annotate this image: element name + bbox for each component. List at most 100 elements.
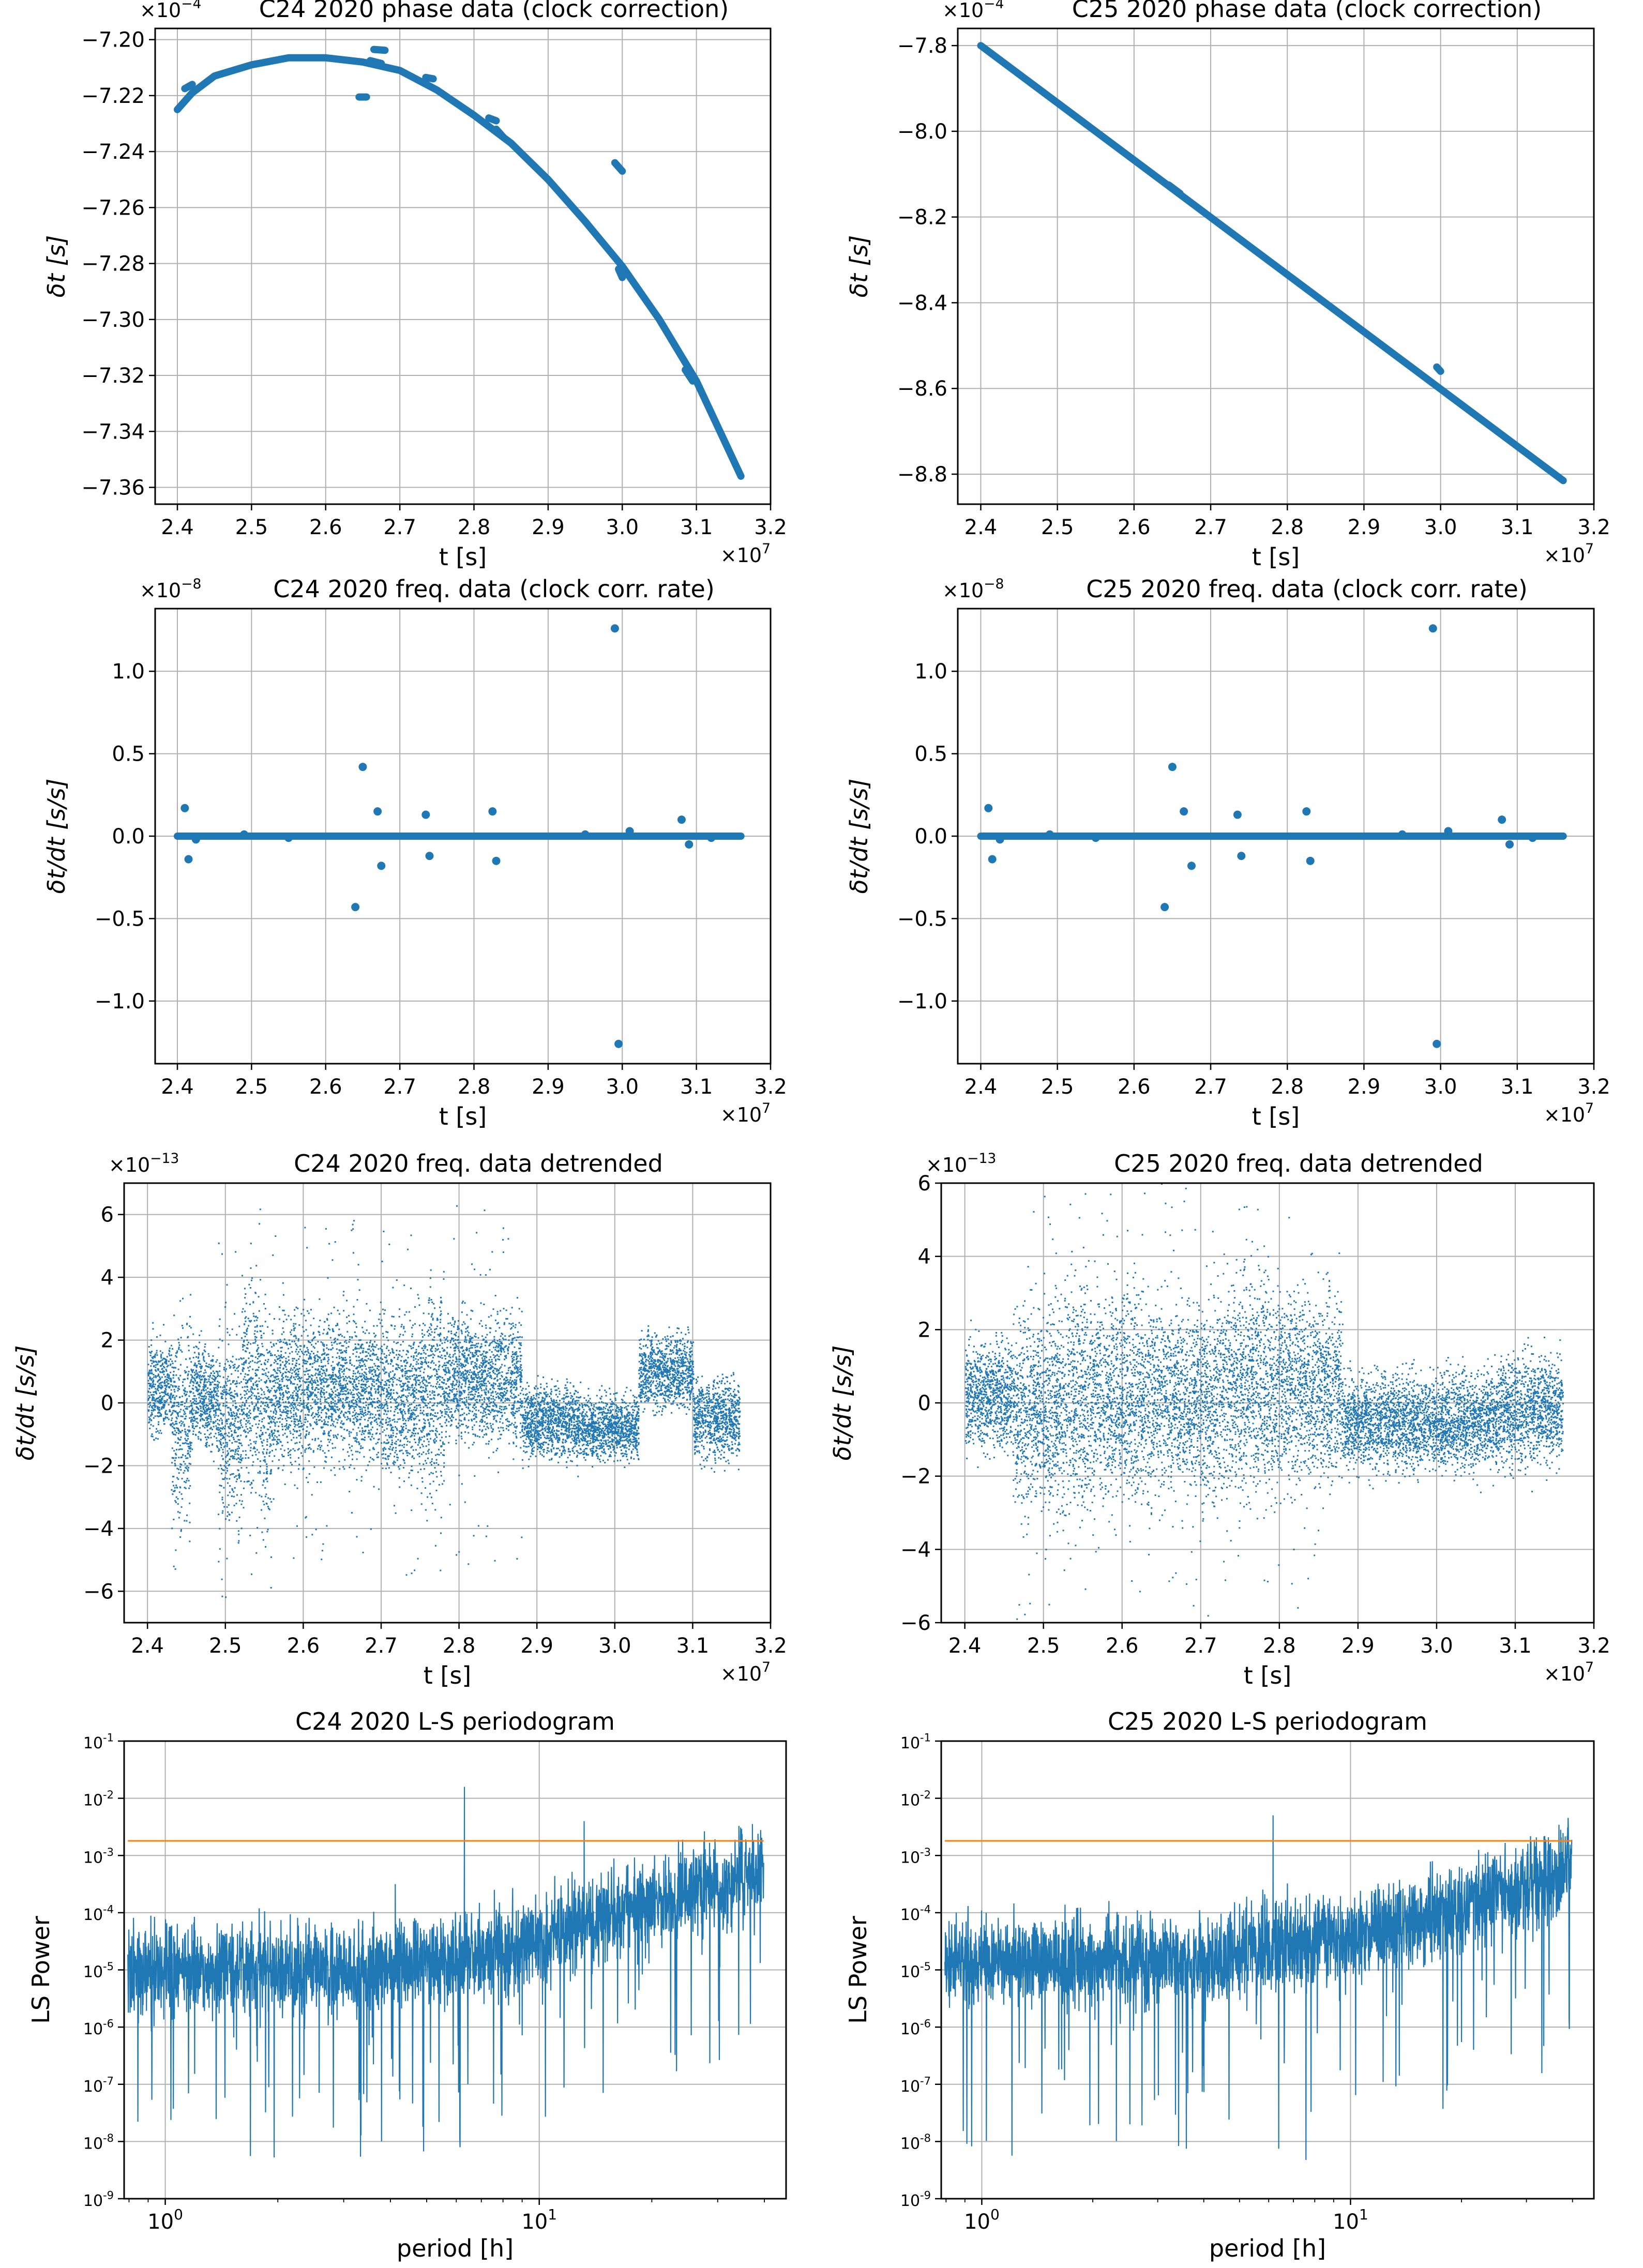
x-tick-label: 2.6	[1118, 516, 1151, 539]
data-point	[1045, 830, 1054, 839]
y-tick-label: 10-1	[900, 1732, 931, 1753]
data-point	[488, 807, 497, 816]
data-point	[1160, 903, 1169, 912]
plot-area	[147, 1205, 741, 1598]
y-tick-label: −8.4	[897, 291, 947, 315]
segment-offsets	[611, 159, 626, 175]
y-tick-label: −7.30	[81, 308, 145, 332]
y-tick-label: −7.26	[81, 196, 145, 220]
x-tick-label: 2.4	[964, 1075, 998, 1099]
data-point	[358, 763, 367, 772]
plot-area	[977, 624, 1567, 1048]
x-tick-label: 3.1	[680, 516, 713, 539]
x-tick-label: 2.4	[131, 1634, 164, 1658]
data-point	[1091, 834, 1100, 842]
x-tick-label: 3.0	[1424, 1075, 1457, 1099]
y-tick-label: −4	[900, 1538, 931, 1562]
y-tick-label: 6	[101, 1203, 114, 1227]
data-point	[492, 856, 501, 865]
x-tick-label: 2.5	[209, 1634, 242, 1658]
y-scale-label: ×10−8	[140, 576, 201, 602]
x-tick-label: 2.7	[383, 1075, 416, 1099]
x-tick-label: 2.4	[161, 1075, 194, 1099]
chart-title: C24 2020 L-S periodogram	[295, 1707, 615, 1735]
y-tick-label: 4	[918, 1245, 931, 1269]
y-tick-label: −8.6	[897, 377, 947, 401]
y-axis-label: δt/dt [s/s]	[845, 779, 873, 894]
x-tick-label: 3.2	[754, 1075, 787, 1099]
y-tick-label: −7.20	[81, 28, 145, 52]
y-tick-label: −4	[83, 1517, 114, 1541]
chart-c25-periodogram: 100 101 10-9 10-8 10-7 10-6 10-5 10-4 10-3 10-2 10…	[844, 1707, 1595, 2262]
x-tick-label: 2.5	[1027, 1634, 1060, 1658]
x-tick-label: 101	[1333, 2206, 1368, 2234]
y-tick-label: 10-4	[83, 1903, 114, 1924]
segment-offsets	[485, 114, 500, 125]
chart-title: C25 2020 freq. data detrended	[1114, 1150, 1483, 1177]
x-axis-label: period [h]	[397, 2234, 514, 2262]
chart-title: C24 2020 phase data (clock correction)	[259, 0, 729, 23]
series-detrended	[964, 1183, 1564, 1623]
x-scale-label: ×107	[720, 1659, 771, 1685]
x-tick-label: 2.6	[287, 1634, 320, 1658]
y-tick-label: 10-3	[83, 1846, 114, 1867]
plot-area	[174, 624, 745, 1048]
x-tick-label: 3.2	[754, 516, 787, 539]
x-tick-label: 2.6	[309, 1075, 342, 1099]
data-point	[1302, 807, 1311, 816]
x-axis-label: t [s]	[424, 1661, 472, 1689]
y-tick-label: 10-9	[900, 2189, 931, 2211]
y-tick-label: −7.32	[81, 364, 145, 388]
y-tick-label: −6	[900, 1611, 931, 1635]
x-tick-label: 2.4	[161, 516, 194, 539]
y-tick-label: 10-5	[900, 1960, 931, 1982]
data-point	[1233, 810, 1242, 819]
segment-offsets	[370, 46, 389, 54]
y-tick-label: 10-4	[900, 1903, 931, 1924]
x-tick-label: 2.5	[235, 1075, 268, 1099]
data-point	[677, 815, 686, 824]
x-tick-label: 2.6	[309, 516, 342, 539]
data-point	[614, 1039, 623, 1048]
segment-offsets	[1433, 363, 1444, 375]
y-tick-label: −1.0	[95, 990, 145, 1014]
segment-offsets	[615, 265, 626, 281]
y-scale-label: ×10−13	[926, 1151, 996, 1176]
x-tick-label: 101	[521, 2206, 557, 2234]
y-axis-label: δt [s]	[845, 235, 873, 298]
y-tick-label: 4	[101, 1266, 114, 1290]
data-point	[184, 855, 193, 864]
y-tick-label: 10-1	[83, 1732, 114, 1753]
x-tick-label: 2.6	[1118, 1075, 1151, 1099]
axes-frame	[940, 1182, 1595, 1624]
y-tick-label: 0	[101, 1392, 114, 1415]
plot-area	[174, 46, 745, 480]
x-tick-label: 3.1	[1501, 1075, 1534, 1099]
y-tick-label: 10-2	[83, 1789, 114, 1810]
data-point	[984, 804, 993, 812]
series-ls-power	[127, 1787, 764, 2158]
x-axis-label: t [s]	[439, 1102, 487, 1130]
y-tick-label: −2	[83, 1454, 114, 1478]
axes-frame	[123, 1740, 787, 2200]
x-tick-label: 2.8	[1263, 1634, 1296, 1658]
x-tick-label: 2.7	[365, 1634, 398, 1658]
grid	[941, 1183, 1594, 1623]
y-tick-label: 6	[918, 1172, 931, 1196]
x-tick-label: 3.0	[606, 1075, 639, 1099]
y-tick-label: 0	[918, 1392, 931, 1415]
y-tick-label: −7.34	[81, 420, 145, 444]
y-tick-label: 1.0	[914, 660, 947, 684]
segment-offsets	[181, 81, 196, 93]
x-scale-label: ×107	[1544, 1100, 1594, 1126]
y-tick-label: −2	[900, 1465, 931, 1489]
data-point	[1237, 852, 1246, 860]
plot-area	[964, 1183, 1564, 1623]
segment-offsets	[422, 73, 437, 83]
data-point	[1505, 840, 1514, 849]
x-tick-label: 3.0	[1420, 1634, 1453, 1658]
y-scale-label: ×10−8	[942, 576, 1004, 602]
data-point	[625, 827, 634, 836]
x-tick-label: 2.8	[443, 1634, 476, 1658]
